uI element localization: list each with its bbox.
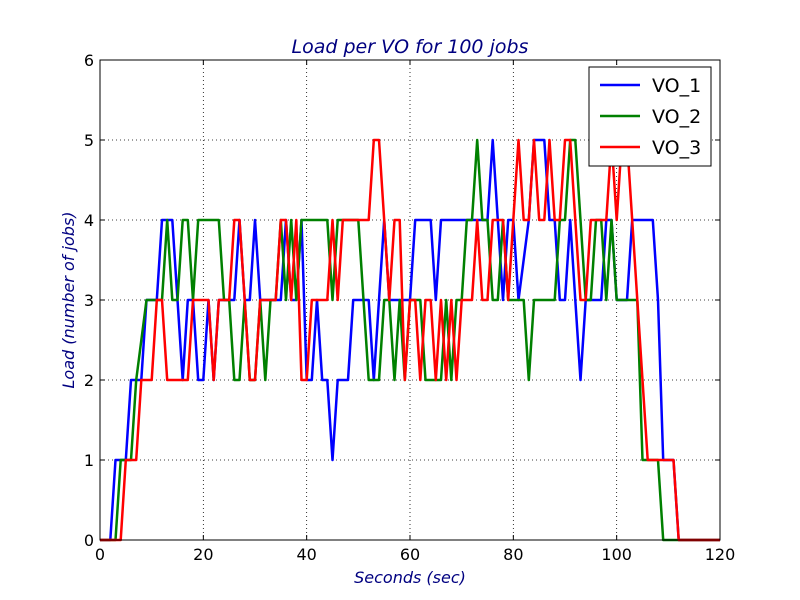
series-line-vo-2 [100, 138, 720, 542]
x-tick-label: 100 [601, 545, 632, 564]
y-tick-label: 1 [84, 451, 94, 470]
x-tick-label: 20 [193, 545, 213, 564]
series-line-vo-3 [100, 138, 720, 542]
x-tick-label: 80 [503, 545, 523, 564]
series-layer [100, 138, 720, 542]
series-line-vo-1 [100, 138, 720, 542]
y-tick-label: 3 [84, 291, 94, 310]
chart-title: Load per VO for 100 jobs [292, 36, 529, 58]
x-axis-label: Seconds (sec) [354, 568, 466, 587]
legend: VO_1 VO_2 VO_3 [588, 66, 712, 167]
legend-label-vo-1: VO_1 [652, 75, 701, 97]
x-tick-label: 120 [705, 545, 736, 564]
legend-label-vo-3: VO_3 [652, 137, 701, 159]
x-tick-label: 60 [400, 545, 420, 564]
y-tick-label: 4 [84, 211, 94, 230]
y-axis-label: Load (number of jobs) [59, 212, 78, 389]
legend-label-vo-2: VO_2 [652, 106, 701, 128]
y-tick-label: 5 [84, 131, 94, 150]
y-tick-label: 0 [84, 531, 94, 550]
x-tick-label: 0 [95, 545, 105, 564]
axis-ticks: 0 20 40 60 80 100 120 0 1 2 3 4 5 6 [84, 51, 735, 564]
y-tick-label: 6 [84, 51, 94, 70]
y-tick-label: 2 [84, 371, 94, 390]
x-tick-label: 40 [296, 545, 316, 564]
